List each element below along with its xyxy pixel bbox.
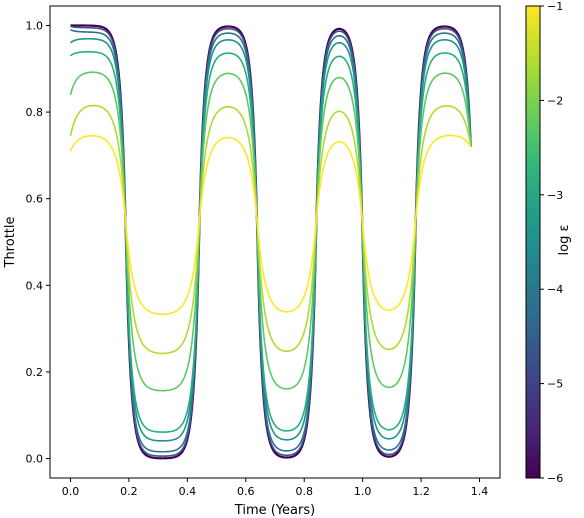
x-axis-label: Time (Years) (234, 503, 315, 518)
y-tick-label: 0.2 (26, 366, 44, 379)
series-line-logeps-m1 (69, 134, 472, 315)
colorbar: −6 −5 −4 −3 −2 −1 log ε (525, 0, 572, 485)
series-line-logeps-m2_5 (69, 71, 472, 392)
x-tick-label: 0.8 (295, 485, 313, 498)
series-line-logeps-m3 (69, 51, 472, 433)
colorbar-tick-label: −2 (547, 94, 563, 107)
colorbar-ticks: −6 −5 −4 −3 −2 −1 (540, 0, 563, 485)
x-tick-label: 0.0 (62, 485, 80, 498)
x-tick-label: 1.4 (471, 485, 489, 498)
plot-area: 0.0 0.2 0.4 0.6 0.8 1.0 1.2 1.4 0.0 0.2 0.4 0.6 0.8… (26, 5, 501, 498)
x-tick-label: 0.6 (237, 485, 255, 498)
x-tick-label: 1.2 (412, 485, 430, 498)
axes-frame (49, 5, 501, 479)
series-line-logeps-m5 (70, 25, 472, 457)
y-tick-label: 0.8 (26, 106, 44, 119)
x-ticks: 0.0 0.2 0.4 0.6 0.8 1.0 1.2 1.4 (62, 478, 489, 498)
x-tick-label: 0.4 (179, 485, 197, 498)
x-tick-label: 1.0 (354, 485, 372, 498)
y-tick-label: 0.0 (26, 453, 44, 466)
y-ticks: 0.0 0.2 0.4 0.6 0.8 1.0 (26, 19, 50, 466)
series-line-logeps-m6 (70, 24, 472, 460)
y-tick-label: 0.6 (26, 193, 44, 206)
colorbar-tick-label: −5 (547, 378, 563, 391)
colorbar-tick-label: −6 (547, 472, 563, 485)
series-line-logeps-m3_5 (69, 37, 472, 442)
colorbar-tick-label: −3 (547, 189, 563, 202)
colorbar-tick-label: −1 (547, 0, 563, 13)
series-layer (69, 24, 472, 460)
colorbar-label: log ε (557, 225, 572, 256)
x-tick-label: 0.2 (120, 485, 138, 498)
colorbar-tick-label: −4 (547, 283, 563, 296)
y-tick-label: 1.0 (26, 19, 44, 32)
series-line-logeps-m2 (69, 104, 472, 355)
y-axis-label: Throttle (3, 217, 18, 269)
series-line-logeps-m4 (70, 29, 472, 453)
colorbar-gradient (525, 5, 541, 479)
y-tick-label: 0.4 (26, 279, 44, 292)
